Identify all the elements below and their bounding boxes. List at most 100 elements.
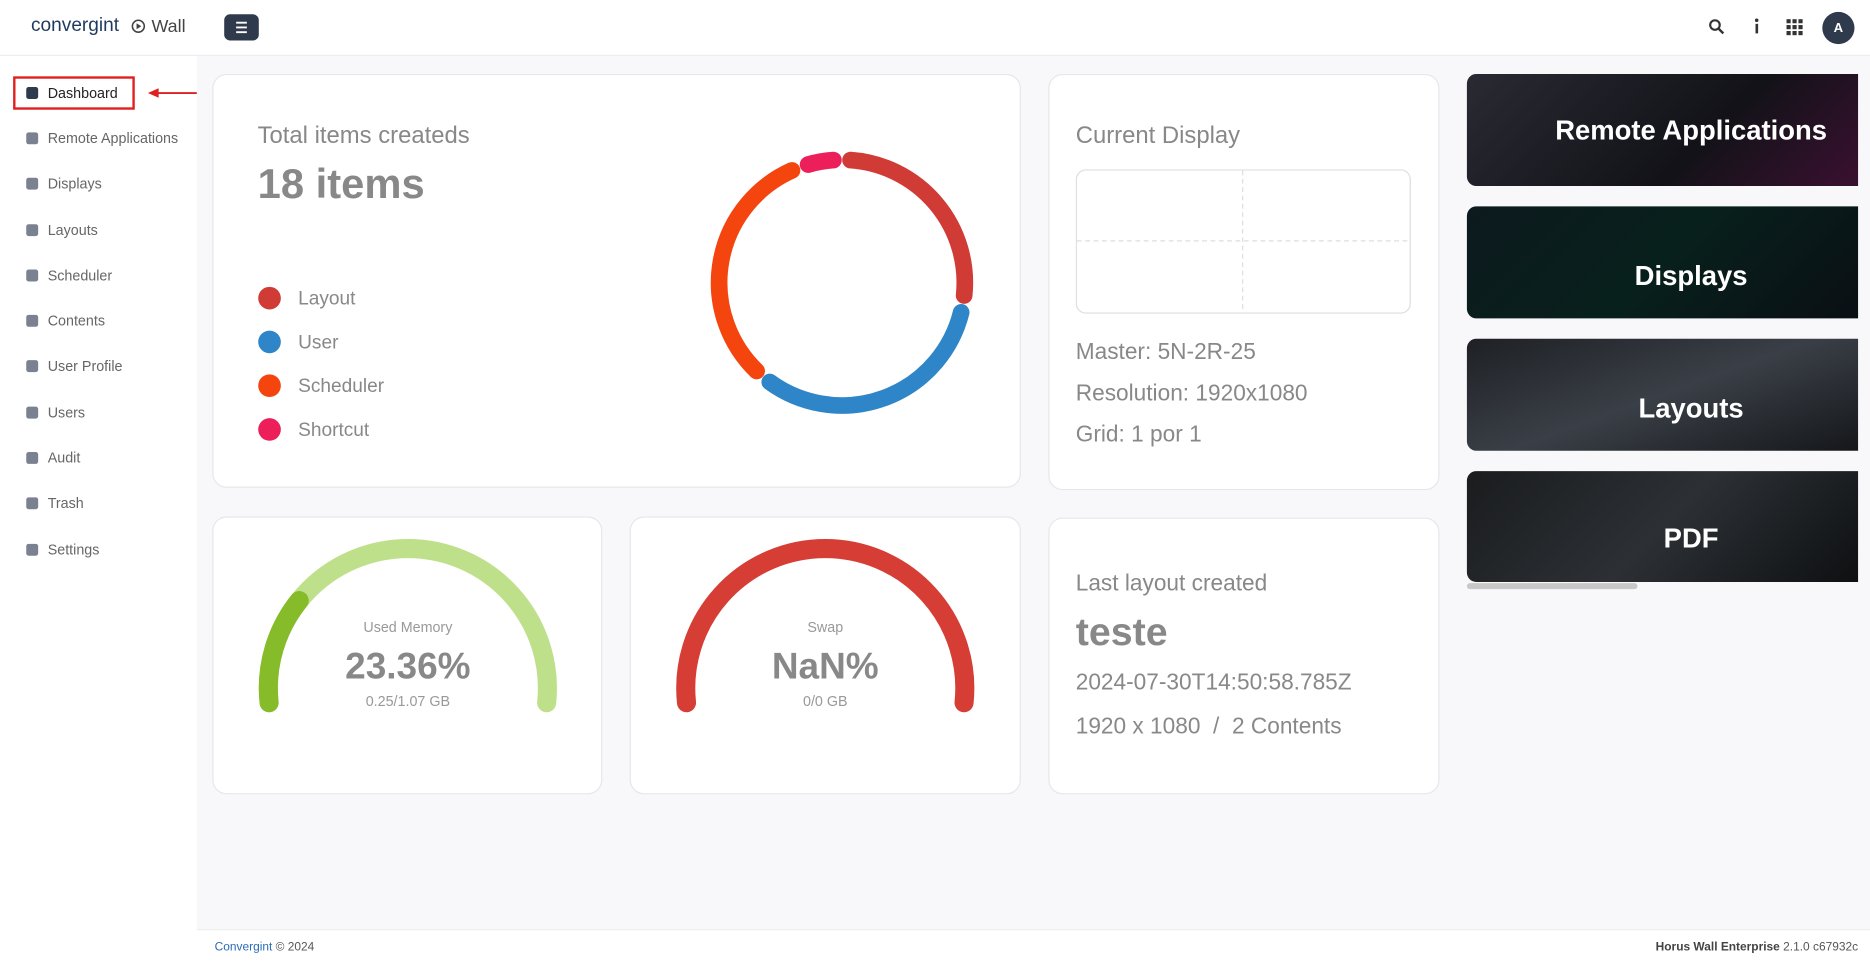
nav-icon [26,543,39,556]
gauge-detail: 0/0 GB [803,694,848,710]
nav-label: Audit [47,449,81,467]
gauge-value: NaN% [772,646,879,687]
card-title: Last layout created [1075,571,1268,597]
apps-icon[interactable] [1786,19,1804,36]
nav-label: Settings [47,541,100,559]
display-line: Master: 5N-2R-25 [1075,339,1256,365]
nav-icon [26,87,39,99]
donut-segment [842,151,974,304]
display-card: Current Display Master: 5N-2R-25 Resoluti… [1048,73,1440,491]
nav-icon [26,224,39,237]
tile-label: Layouts [1638,391,1744,423]
last-layout-card: Last layout created teste 2024-07-30T14:… [1048,517,1440,795]
nav-label: User Profile [47,357,123,375]
separator: / [1213,714,1220,740]
gauge-track [676,539,975,713]
legend-label: Scheduler [298,376,385,397]
tile-label: Remote Applications [1555,113,1828,145]
sidebar: Dashboard Remote Applications Displays Layo… [0,56,197,966]
nav-label: Scheduler [47,267,113,284]
nav-label: Contents [47,312,105,330]
card-title: Current Display [1075,122,1241,150]
nav-label: Layouts [47,221,98,239]
play-icon [131,19,146,33]
layout-meta: 1920 x 1080 / 2 Contents [1076,714,1342,740]
header: convergint Wall A [0,0,1870,57]
info-icon[interactable] [1751,18,1763,35]
memory-card: Used Memory 23.36% 0.25/1.07 GB [212,516,603,795]
nav-label: Displays [47,175,102,193]
gauge-title: Swap [807,620,843,636]
legend-dot [258,286,281,310]
scrollbar[interactable] [1466,583,1638,590]
copyright: © 2024 [275,940,315,955]
layout-size: 1920 x 1080 [1075,714,1201,740]
nav-icon [26,360,39,373]
nav-label: Dashboard [47,84,118,102]
nav-item[interactable]: Scheduler [26,267,112,284]
highlight-box [13,76,135,110]
nav-icon [26,132,39,145]
donut-segment [799,151,842,173]
footer-right: Horus Wall Enterprise 2.1.0 c67932c [1656,941,1858,954]
gauge-fill [258,591,309,713]
nav-label: Users [47,404,86,421]
search-icon[interactable] [1708,18,1725,35]
items-card: Total items createds 18 items Layout User… [212,73,1021,488]
nav-icon [26,497,39,510]
legend-dot [258,330,281,354]
nav-icon [26,177,39,190]
gauge: Used Memory 23.36% 0.25/1.07 GB [258,539,557,713]
display-line: Resolution: 1920x1080 [1075,381,1308,407]
gauge: Swap NaN% 0/0 GB [676,539,975,713]
nav-item[interactable]: Audit [26,449,81,467]
display-grid [1075,169,1411,314]
tile[interactable]: Remote Applications [1466,73,1859,187]
tile-label: Displays [1634,259,1748,291]
tile[interactable]: PDF [1466,471,1859,582]
nav-item[interactable]: Layouts [26,222,98,239]
legend-dot [258,418,281,441]
card-title: Total items createds [257,122,470,150]
gauge-value: 23.36% [345,646,470,687]
gauge-detail: 0.25/1.07 GB [366,694,450,710]
nav-item[interactable]: Remote Applications [26,130,178,147]
nav-item[interactable]: Settings [26,541,99,558]
total: 18 items [257,161,425,208]
app-name: Wall [151,16,186,37]
tile[interactable]: Layouts [1466,338,1859,451]
nav-label: Remote Applications [47,129,179,147]
footer-link[interactable]: Convergint [214,940,273,955]
legend-label: Shortcut [298,420,370,441]
nav-item[interactable]: Dashboard [26,84,118,102]
tile[interactable]: Displays [1466,206,1859,319]
donut-segment [710,162,801,380]
layout-name: teste [1075,609,1168,654]
nav-item[interactable]: User Profile [26,357,123,375]
menu-toggle[interactable] [224,14,259,41]
nav-item[interactable]: Displays [26,175,102,192]
layout-contents: 2 Contents [1231,714,1342,740]
avatar[interactable]: A [1822,11,1855,45]
display-line: Grid: 1 por 1 [1075,422,1202,448]
version: 2.1.0 c67932c [1783,940,1859,955]
legend-dot [258,374,281,398]
product: Horus Wall Enterprise [1655,940,1780,955]
nav-icon [26,406,39,419]
gauge-title: Used Memory [363,620,453,636]
nav-item[interactable]: Trash [26,495,84,512]
tile-label: PDF [1663,522,1719,554]
nav-item[interactable]: Contents [26,312,105,329]
nav-icon [26,451,39,464]
legend-label: Layout [298,289,356,310]
footer: Convergint © 2024 Horus Wall Enterprise … [196,929,1870,966]
nav-label: Trash [47,494,84,512]
footer-left: Convergint © 2024 [215,941,315,954]
donut-chart: Layout User Scheduler Shortcut [258,151,974,441]
legend-label: User [298,332,339,353]
swap-card: Swap NaN% 0/0 GB [629,516,1021,795]
display-info: Master: 5N-2R-25 Resolution: 1920x1080 Gri… [1076,333,1308,456]
nav-item[interactable]: Users [26,404,85,421]
nav-icon [26,269,39,282]
brand[interactable]: convergint [31,15,120,36]
